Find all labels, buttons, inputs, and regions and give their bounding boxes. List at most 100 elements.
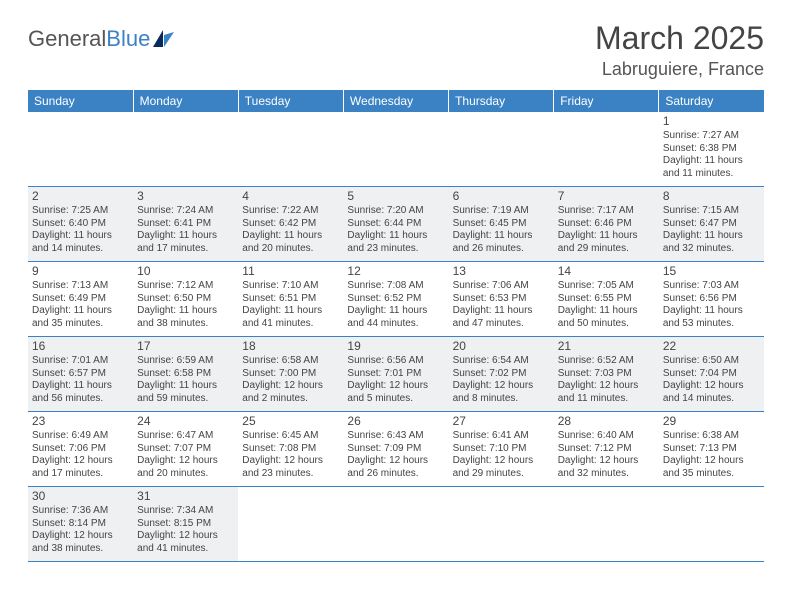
sunset-text: Sunset: 6:49 PM	[32, 293, 129, 306]
logo: GeneralBlue	[28, 26, 175, 52]
sunrise-text: Sunrise: 6:40 AM	[558, 430, 655, 443]
calendar-day-cell: 26Sunrise: 6:43 AMSunset: 7:09 PMDayligh…	[343, 412, 448, 487]
day-number: 24	[137, 414, 234, 429]
calendar-day-cell: 28Sunrise: 6:40 AMSunset: 7:12 PMDayligh…	[554, 412, 659, 487]
sunrise-text: Sunrise: 7:05 AM	[558, 280, 655, 293]
sunrise-text: Sunrise: 7:24 AM	[137, 205, 234, 218]
calendar-week-row: 16Sunrise: 7:01 AMSunset: 6:57 PMDayligh…	[28, 337, 764, 412]
daylight-text: Daylight: 12 hours and 14 minutes.	[663, 380, 760, 405]
daylight-text: Daylight: 11 hours and 14 minutes.	[32, 230, 129, 255]
logo-text-blue: Blue	[106, 26, 150, 52]
calendar-day-cell: 19Sunrise: 6:56 AMSunset: 7:01 PMDayligh…	[343, 337, 448, 412]
calendar-day-cell: 24Sunrise: 6:47 AMSunset: 7:07 PMDayligh…	[133, 412, 238, 487]
day-number: 3	[137, 189, 234, 204]
sunset-text: Sunset: 7:10 PM	[453, 443, 550, 456]
calendar-day-cell: 11Sunrise: 7:10 AMSunset: 6:51 PMDayligh…	[238, 262, 343, 337]
calendar-day-cell: 2Sunrise: 7:25 AMSunset: 6:40 PMDaylight…	[28, 187, 133, 262]
calendar-day-cell	[238, 487, 343, 562]
weekday-header: Monday	[133, 90, 238, 112]
sunrise-text: Sunrise: 6:56 AM	[347, 355, 444, 368]
calendar-week-row: 1Sunrise: 7:27 AMSunset: 6:38 PMDaylight…	[28, 112, 764, 187]
weekday-header-row: Sunday Monday Tuesday Wednesday Thursday…	[28, 90, 764, 112]
sunset-text: Sunset: 7:07 PM	[137, 443, 234, 456]
calendar-day-cell: 29Sunrise: 6:38 AMSunset: 7:13 PMDayligh…	[659, 412, 764, 487]
calendar-day-cell: 22Sunrise: 6:50 AMSunset: 7:04 PMDayligh…	[659, 337, 764, 412]
daylight-text: Daylight: 12 hours and 20 minutes.	[137, 455, 234, 480]
sunrise-text: Sunrise: 7:03 AM	[663, 280, 760, 293]
calendar-day-cell: 31Sunrise: 7:34 AMSunset: 8:15 PMDayligh…	[133, 487, 238, 562]
sunset-text: Sunset: 6:38 PM	[663, 143, 760, 156]
calendar-week-row: 30Sunrise: 7:36 AMSunset: 8:14 PMDayligh…	[28, 487, 764, 562]
day-number: 18	[242, 339, 339, 354]
sunrise-text: Sunrise: 6:54 AM	[453, 355, 550, 368]
sunrise-text: Sunrise: 7:19 AM	[453, 205, 550, 218]
sunset-text: Sunset: 6:45 PM	[453, 218, 550, 231]
daylight-text: Daylight: 12 hours and 17 minutes.	[32, 455, 129, 480]
day-number: 22	[663, 339, 760, 354]
sunrise-text: Sunrise: 6:38 AM	[663, 430, 760, 443]
sunset-text: Sunset: 6:57 PM	[32, 368, 129, 381]
day-number: 5	[347, 189, 444, 204]
day-number: 17	[137, 339, 234, 354]
sunset-text: Sunset: 6:41 PM	[137, 218, 234, 231]
sunset-text: Sunset: 6:51 PM	[242, 293, 339, 306]
sunrise-text: Sunrise: 7:01 AM	[32, 355, 129, 368]
day-number: 8	[663, 189, 760, 204]
weekday-header: Friday	[554, 90, 659, 112]
sunrise-text: Sunrise: 7:17 AM	[558, 205, 655, 218]
sunset-text: Sunset: 6:52 PM	[347, 293, 444, 306]
calendar-day-cell	[449, 487, 554, 562]
sunrise-text: Sunrise: 6:59 AM	[137, 355, 234, 368]
daylight-text: Daylight: 12 hours and 23 minutes.	[242, 455, 339, 480]
daylight-text: Daylight: 12 hours and 38 minutes.	[32, 530, 129, 555]
calendar-day-cell: 30Sunrise: 7:36 AMSunset: 8:14 PMDayligh…	[28, 487, 133, 562]
title-block: March 2025 Labruguiere, France	[595, 20, 764, 80]
sunset-text: Sunset: 8:14 PM	[32, 518, 129, 531]
daylight-text: Daylight: 11 hours and 20 minutes.	[242, 230, 339, 255]
sunrise-text: Sunrise: 6:58 AM	[242, 355, 339, 368]
daylight-text: Daylight: 12 hours and 32 minutes.	[558, 455, 655, 480]
daylight-text: Daylight: 11 hours and 29 minutes.	[558, 230, 655, 255]
sunrise-text: Sunrise: 7:34 AM	[137, 505, 234, 518]
sunrise-text: Sunrise: 6:47 AM	[137, 430, 234, 443]
sunrise-text: Sunrise: 7:25 AM	[32, 205, 129, 218]
sunrise-text: Sunrise: 7:13 AM	[32, 280, 129, 293]
calendar-day-cell: 21Sunrise: 6:52 AMSunset: 7:03 PMDayligh…	[554, 337, 659, 412]
sunrise-text: Sunrise: 7:12 AM	[137, 280, 234, 293]
day-number: 11	[242, 264, 339, 279]
day-number: 29	[663, 414, 760, 429]
day-number: 15	[663, 264, 760, 279]
day-number: 1	[663, 114, 760, 129]
sunrise-text: Sunrise: 7:22 AM	[242, 205, 339, 218]
sunset-text: Sunset: 6:44 PM	[347, 218, 444, 231]
daylight-text: Daylight: 12 hours and 5 minutes.	[347, 380, 444, 405]
day-number: 25	[242, 414, 339, 429]
location-label: Labruguiere, France	[595, 59, 764, 80]
calendar-day-cell: 9Sunrise: 7:13 AMSunset: 6:49 PMDaylight…	[28, 262, 133, 337]
sunset-text: Sunset: 6:40 PM	[32, 218, 129, 231]
calendar-day-cell	[28, 112, 133, 187]
sunrise-text: Sunrise: 6:41 AM	[453, 430, 550, 443]
day-number: 2	[32, 189, 129, 204]
day-number: 23	[32, 414, 129, 429]
day-number: 16	[32, 339, 129, 354]
weekday-header: Thursday	[449, 90, 554, 112]
day-number: 13	[453, 264, 550, 279]
sunset-text: Sunset: 7:09 PM	[347, 443, 444, 456]
calendar-day-cell	[133, 112, 238, 187]
daylight-text: Daylight: 11 hours and 17 minutes.	[137, 230, 234, 255]
sunset-text: Sunset: 6:47 PM	[663, 218, 760, 231]
day-number: 27	[453, 414, 550, 429]
day-number: 14	[558, 264, 655, 279]
sunrise-text: Sunrise: 7:27 AM	[663, 130, 760, 143]
calendar-day-cell: 6Sunrise: 7:19 AMSunset: 6:45 PMDaylight…	[449, 187, 554, 262]
calendar-week-row: 23Sunrise: 6:49 AMSunset: 7:06 PMDayligh…	[28, 412, 764, 487]
day-number: 31	[137, 489, 234, 504]
daylight-text: Daylight: 11 hours and 56 minutes.	[32, 380, 129, 405]
daylight-text: Daylight: 12 hours and 26 minutes.	[347, 455, 444, 480]
weekday-header: Wednesday	[343, 90, 448, 112]
calendar-day-cell: 15Sunrise: 7:03 AMSunset: 6:56 PMDayligh…	[659, 262, 764, 337]
daylight-text: Daylight: 12 hours and 35 minutes.	[663, 455, 760, 480]
daylight-text: Daylight: 11 hours and 26 minutes.	[453, 230, 550, 255]
daylight-text: Daylight: 11 hours and 23 minutes.	[347, 230, 444, 255]
